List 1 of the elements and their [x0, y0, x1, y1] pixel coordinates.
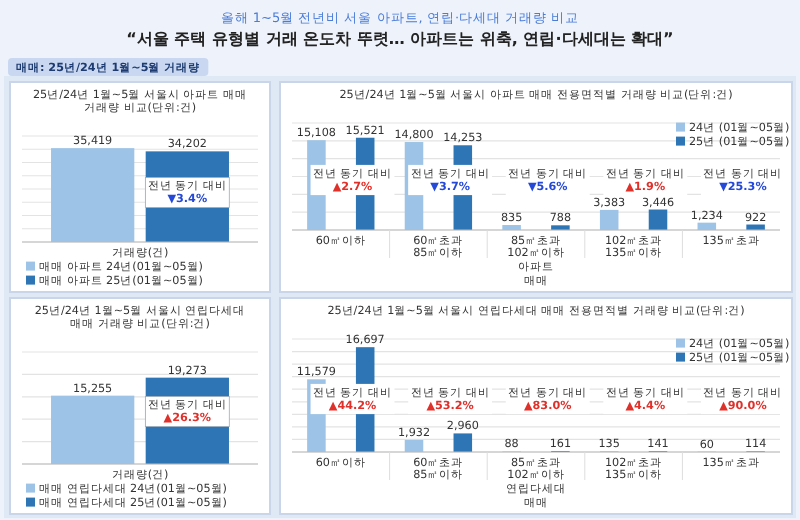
text: “서울 주택 유형별 거래 온도차 뚜렷… 아파트는 위축, 연립·다세대는 확대” [126, 30, 674, 48]
